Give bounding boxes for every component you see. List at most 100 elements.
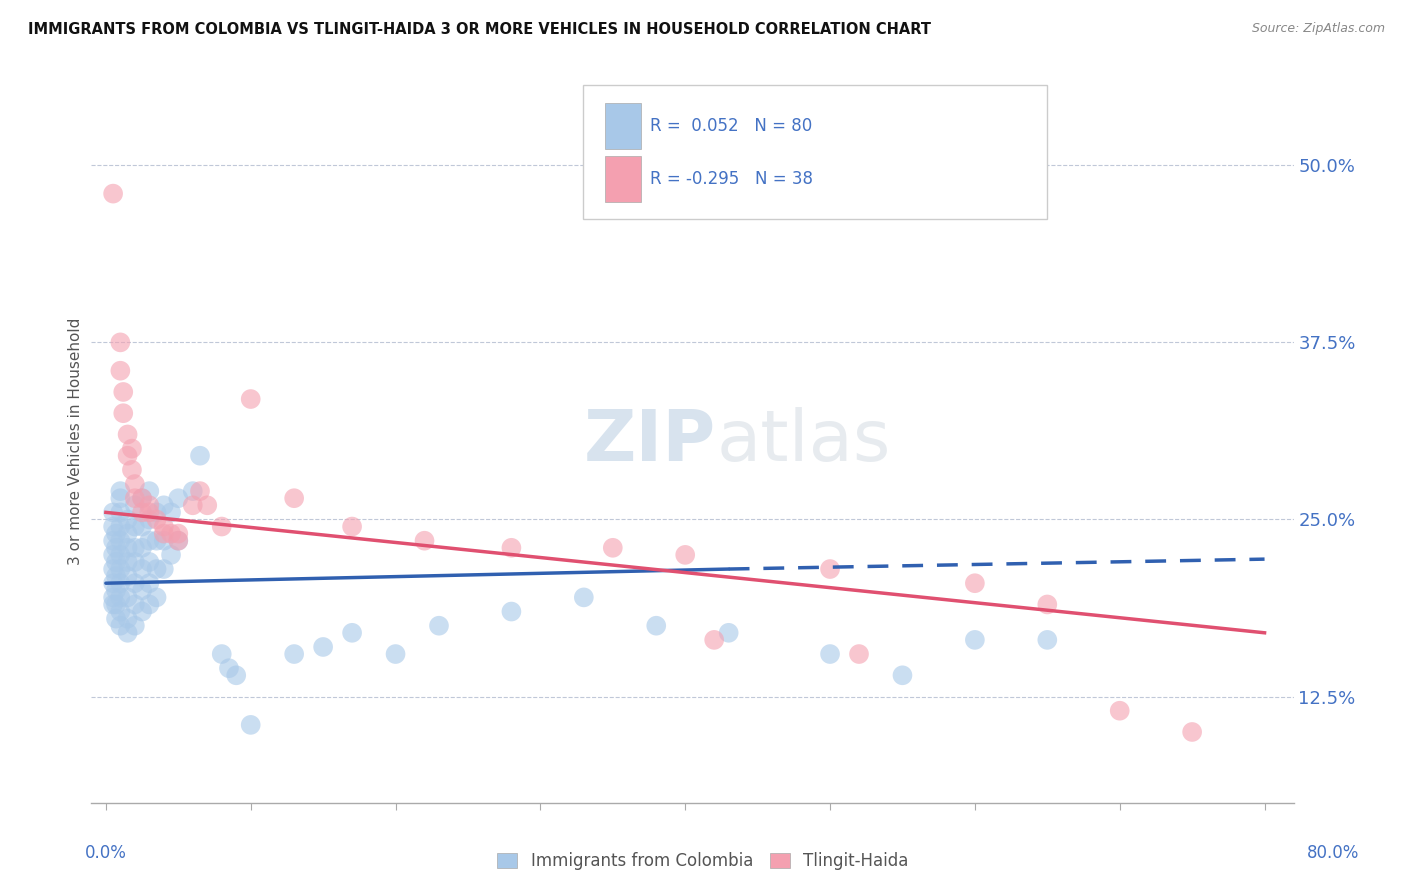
- Point: [225, 668, 247, 682]
- Point: [145, 562, 167, 576]
- Point: [110, 519, 132, 533]
- Point: [117, 526, 139, 541]
- Point: [110, 364, 132, 378]
- Point: [131, 505, 153, 519]
- Point: [283, 647, 305, 661]
- Point: [645, 618, 668, 632]
- Point: [145, 512, 167, 526]
- Point: [138, 505, 160, 519]
- Point: [117, 449, 139, 463]
- Point: [848, 647, 870, 661]
- Point: [110, 484, 132, 499]
- Point: [153, 519, 176, 533]
- Point: [138, 512, 160, 526]
- Point: [211, 647, 233, 661]
- Text: ZIP: ZIP: [585, 407, 717, 476]
- Point: [110, 562, 132, 576]
- Point: [413, 533, 436, 548]
- Point: [181, 498, 204, 512]
- Point: [138, 576, 160, 591]
- Point: [131, 541, 153, 555]
- Point: [145, 591, 167, 605]
- Point: [121, 463, 143, 477]
- Point: [117, 625, 139, 640]
- Point: [112, 384, 135, 399]
- Point: [239, 392, 262, 406]
- Point: [117, 569, 139, 583]
- Point: [218, 661, 240, 675]
- Point: [138, 598, 160, 612]
- Point: [110, 533, 132, 548]
- Point: [340, 519, 363, 533]
- Point: [131, 491, 153, 506]
- Point: [124, 519, 146, 533]
- Point: [124, 598, 146, 612]
- Point: [101, 576, 124, 591]
- Point: [891, 668, 914, 682]
- Point: [188, 449, 211, 463]
- Point: [131, 519, 153, 533]
- Point: [101, 533, 124, 548]
- Point: [101, 562, 124, 576]
- Point: [124, 576, 146, 591]
- Point: [818, 562, 841, 576]
- Point: [110, 548, 132, 562]
- Point: [131, 583, 153, 598]
- Point: [117, 612, 139, 626]
- Point: [167, 491, 190, 506]
- Point: [283, 491, 305, 506]
- Point: [160, 548, 183, 562]
- Point: [963, 576, 986, 591]
- Point: [131, 562, 153, 576]
- Point: [124, 477, 146, 491]
- Point: [124, 491, 146, 506]
- Point: [501, 541, 523, 555]
- Point: [124, 498, 146, 512]
- Point: [110, 605, 132, 619]
- Text: R = -0.295   N = 38: R = -0.295 N = 38: [650, 170, 813, 188]
- Text: R =  0.052   N = 80: R = 0.052 N = 80: [650, 117, 811, 135]
- Point: [384, 647, 406, 661]
- Point: [110, 618, 132, 632]
- Point: [138, 498, 160, 512]
- Point: [211, 519, 233, 533]
- Point: [124, 555, 146, 569]
- Point: [340, 625, 363, 640]
- Point: [312, 640, 335, 654]
- Point: [105, 541, 128, 555]
- Text: 80.0%: 80.0%: [1306, 844, 1360, 862]
- Point: [145, 533, 167, 548]
- Point: [131, 491, 153, 506]
- Point: [110, 335, 132, 350]
- Point: [818, 647, 841, 661]
- Point: [117, 541, 139, 555]
- Point: [117, 555, 139, 569]
- Point: [717, 625, 740, 640]
- Point: [110, 591, 132, 605]
- Text: 0.0%: 0.0%: [84, 844, 127, 862]
- Point: [138, 484, 160, 499]
- Point: [138, 555, 160, 569]
- Point: [121, 442, 143, 456]
- Point: [153, 533, 176, 548]
- Point: [105, 598, 128, 612]
- Point: [239, 718, 262, 732]
- Point: [427, 618, 450, 632]
- Point: [117, 512, 139, 526]
- Point: [188, 484, 211, 499]
- Point: [572, 591, 595, 605]
- Point: [110, 576, 132, 591]
- Legend: Immigrants from Colombia, Tlingit-Haida: Immigrants from Colombia, Tlingit-Haida: [491, 846, 915, 877]
- Point: [124, 541, 146, 555]
- Point: [101, 598, 124, 612]
- Point: [110, 505, 132, 519]
- Point: [101, 505, 124, 519]
- Point: [1036, 598, 1059, 612]
- Point: [105, 555, 128, 569]
- Point: [167, 533, 190, 548]
- Point: [101, 548, 124, 562]
- Point: [124, 618, 146, 632]
- Point: [105, 569, 128, 583]
- Y-axis label: 3 or more Vehicles in Household: 3 or more Vehicles in Household: [67, 318, 83, 566]
- Point: [105, 612, 128, 626]
